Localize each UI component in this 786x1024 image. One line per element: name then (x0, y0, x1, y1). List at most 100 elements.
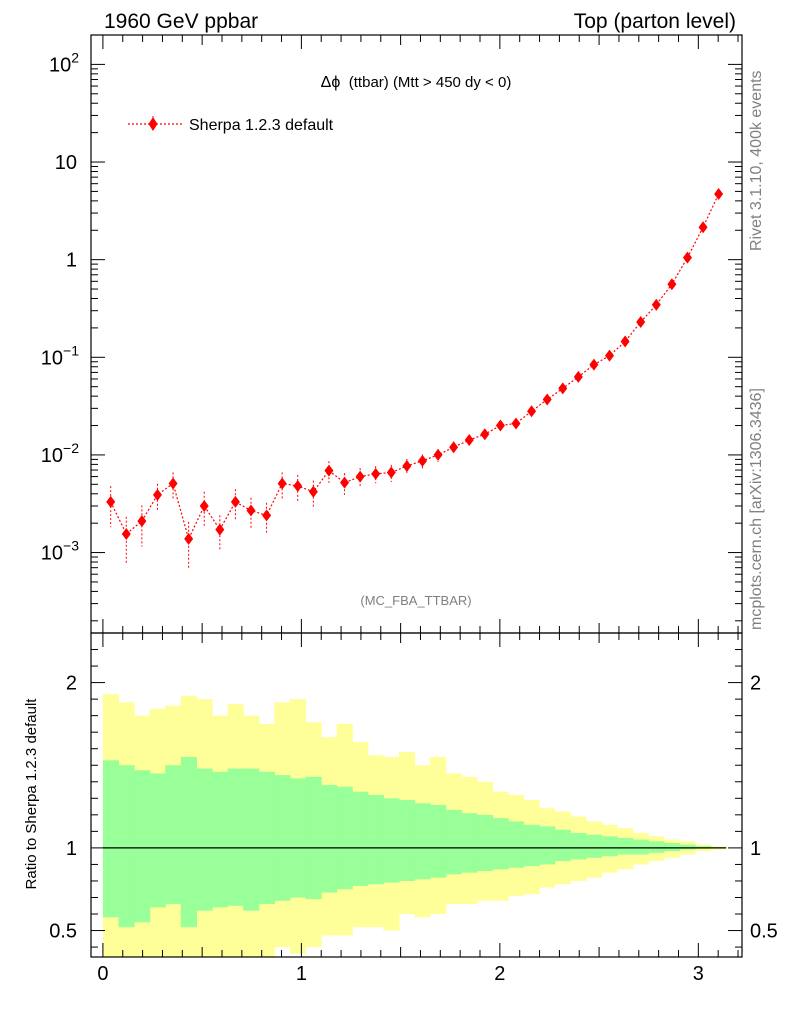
ratio-inner-band-bin (243, 768, 260, 911)
main-plot-area (91, 35, 742, 633)
ratio-inner-band-bin (554, 829, 571, 862)
ratio-inner-band-bin (211, 771, 229, 908)
data-point (620, 335, 630, 348)
ratio-inner-band-bin (398, 799, 416, 881)
rivet-version-label: Rivet 3.1.10, 400k events (748, 70, 765, 251)
main-axes: 10−3 10−2 10−1 1 10 102 (41, 34, 742, 633)
x-tick-label: 3 (693, 963, 704, 985)
data-point (371, 467, 381, 480)
data-point (417, 454, 427, 467)
data-point (137, 515, 147, 528)
data-point (199, 499, 209, 512)
mcplots-credit-label: mcplots.cern.ch [arXiv:1306.3436] (748, 388, 765, 630)
data-point (667, 278, 677, 291)
ratio-inner-band-bin (367, 795, 384, 885)
ratio-y-axis-label: Ratio to Sherpa 1.2.3 default (23, 698, 40, 890)
data-point (324, 464, 334, 477)
ratio-inner-band-bin (648, 841, 665, 853)
ratio-inner-band-bin (274, 775, 291, 901)
y-tick-label: 10−1 (41, 342, 79, 369)
ratio-inner-band-bin (679, 844, 696, 850)
y-tick-label: 10−3 (41, 538, 79, 565)
data-point (495, 419, 505, 432)
ratio-inner-band-bin (196, 768, 213, 911)
plot-title: Δϕ (ttbar) (Mtt > 450 dy < 0) (321, 74, 512, 91)
ratio-inner-band-bin (165, 765, 182, 905)
ratio-inner-band-bin (321, 785, 338, 893)
ratio-inner-band-bin (461, 813, 478, 873)
data-point (714, 188, 724, 201)
legend-label: Sherpa 1.2.3 default (189, 117, 334, 134)
ratio-inner-band-bin (430, 804, 447, 878)
ratio-inner-band-bin (149, 773, 166, 908)
data-point (464, 434, 474, 447)
main-data-series (106, 188, 724, 569)
data-point (449, 441, 459, 454)
data-point (558, 382, 568, 395)
x-tick-label: 0 (97, 963, 108, 985)
y-tick-label: 10−2 (41, 440, 79, 467)
data-point (215, 523, 225, 536)
ratio-inner-band-bin (632, 839, 649, 855)
data-point (605, 349, 615, 362)
data-point (277, 477, 287, 490)
ratio-inner-band-bin (445, 809, 462, 875)
data-point (152, 488, 162, 501)
ratio-inner-band-bin (476, 814, 494, 872)
analysis-watermark: (MC_FBA_TTBAR) (360, 593, 471, 608)
legend-marker (148, 117, 158, 131)
ratio-inner-band-bin (601, 836, 618, 857)
ratio-inner-band-bin (383, 798, 400, 883)
data-point (262, 509, 272, 522)
data-point (121, 527, 131, 540)
data-point (573, 370, 583, 383)
data-point (480, 428, 490, 441)
data-point (402, 460, 412, 473)
ratio-axes: 0.5 0.5 1 1 2 2 0 1 2 3 (49, 633, 778, 985)
ratio-inner-band-bin (492, 818, 509, 870)
data-point (542, 393, 552, 406)
y-tick-label: 102 (49, 49, 79, 76)
ratio-inner-band-bin (134, 770, 151, 923)
svg-text:Δϕ (ttbar) (Mtt > 450 dy: Δϕ (ttbar) (Mtt > 450 dy < 0) (321, 74, 512, 91)
ratio-inner-band-bin (570, 833, 587, 860)
ratio-inner-band-bin (118, 765, 135, 928)
header-process-label: Top (parton level) (574, 10, 736, 33)
x-tick-label: 1 (296, 963, 307, 985)
x-tick-label: 2 (494, 963, 505, 985)
ratio-plot-frame (90, 632, 743, 958)
data-point (433, 448, 443, 461)
data-point (589, 358, 599, 371)
data-point (386, 466, 396, 479)
title-text: (ttbar) (Mtt > 450 dy < 0) (349, 74, 512, 91)
series-connecting-line (110, 193, 720, 541)
header-collision-label: 1960 GeV ppbar (104, 10, 258, 33)
ratio-y-tick-label: 0.5 (49, 921, 77, 943)
ratio-inner-band-bin (617, 837, 634, 855)
data-point (293, 480, 303, 493)
legend: Sherpa 1.2.3 default (128, 116, 334, 134)
data-point (527, 405, 537, 418)
data-point (682, 251, 692, 264)
data-point (698, 221, 708, 234)
data-point (168, 477, 178, 490)
ratio-y-tick-label: 2 (66, 673, 77, 695)
ratio-inner-band-bin (227, 768, 244, 906)
ratio-inner-band-bin (539, 826, 556, 865)
ratio-inner-band-bin (289, 778, 307, 898)
data-point (246, 504, 256, 517)
ratio-inner-band-bin (336, 786, 353, 890)
data-point (184, 532, 194, 545)
y-tick-label: 10 (55, 152, 77, 174)
ratio-y-tick-label-right: 2 (750, 673, 761, 695)
data-point (651, 298, 661, 311)
ratio-y-tick-label: 1 (66, 838, 77, 860)
ratio-inner-band-bin (305, 776, 322, 900)
ratio-y-tick-label-right: 0.5 (750, 921, 778, 943)
data-point (106, 495, 116, 508)
data-point (636, 315, 646, 328)
ratio-uncertainty-bands (102, 694, 727, 957)
data-point (355, 470, 365, 483)
data-point (340, 476, 350, 489)
ratio-inner-band-bin (258, 771, 275, 905)
